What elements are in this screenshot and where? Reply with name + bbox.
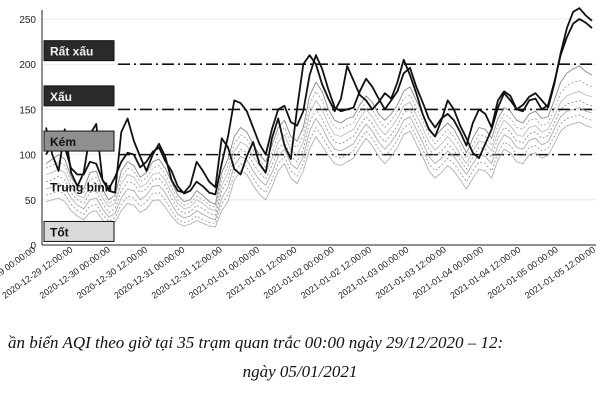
series-line [45, 107, 593, 221]
category-label: Kém [50, 135, 76, 149]
category-labels: Rất xấu Xấu Kém Trung bình Tốt [43, 40, 115, 242]
y-tick-label: 250 [19, 15, 36, 26]
category-box [43, 220, 115, 242]
y-axis-tick-labels: 0 50 100 150 200 250 [19, 15, 36, 252]
series-line [45, 65, 593, 205]
y-tick-label: 100 [19, 151, 36, 162]
caption-line-1: ần biến AQI theo giờ tại 35 trạm quan tr… [8, 333, 504, 352]
gridlines [42, 18, 596, 246]
y-tick-label: 0 [30, 241, 36, 252]
y-tick-label: 200 [19, 60, 36, 71]
category-label: Tốt [50, 225, 69, 239]
series-line [45, 121, 593, 228]
series-line [45, 99, 593, 216]
y-tick-label: 50 [25, 196, 37, 207]
axes [41, 10, 596, 246]
x-tick-label: 2021-01-05 12:00:00 [523, 244, 597, 300]
series-line [45, 18, 593, 196]
series-line [45, 114, 593, 224]
category-box [43, 40, 115, 62]
series-line [45, 90, 593, 212]
series-lines [45, 7, 593, 228]
category-label: Rất xấu [50, 45, 93, 59]
y-tick-label: 150 [19, 105, 36, 116]
category-box [43, 130, 115, 152]
x-tick: 2021-01-05 12:00:00 [523, 244, 597, 300]
category-label: Xấu [50, 90, 72, 104]
caption-line-2: ngày 05/01/2021 [242, 362, 358, 381]
category-box [43, 85, 115, 107]
series-line [45, 80, 593, 208]
category-label: Trung bình [50, 180, 112, 194]
series-line [45, 7, 593, 194]
